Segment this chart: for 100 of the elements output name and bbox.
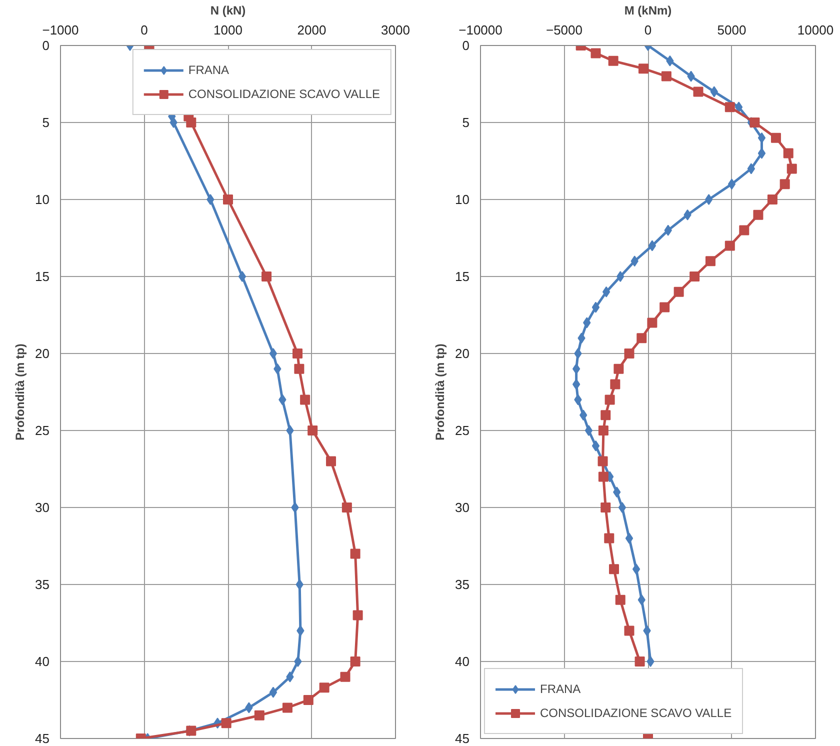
point [574, 348, 582, 359]
point [632, 564, 640, 575]
point [704, 194, 713, 205]
x-tick-label: 0 [140, 22, 148, 38]
point [572, 378, 580, 390]
point [238, 271, 246, 282]
y-tick-label: 25 [35, 423, 50, 438]
point [350, 656, 360, 666]
point [753, 210, 764, 220]
point [602, 286, 610, 298]
point [206, 194, 214, 205]
point [308, 426, 318, 436]
point [262, 272, 272, 282]
x-tick-label: −1000 [42, 22, 79, 38]
y-tick-label: 5 [42, 115, 50, 130]
point [783, 148, 794, 158]
point [608, 56, 618, 66]
point [170, 117, 178, 128]
point [625, 532, 634, 544]
point [598, 472, 608, 482]
point [282, 702, 292, 713]
y-tick-label: 30 [455, 500, 470, 515]
point [739, 225, 750, 236]
point [636, 333, 647, 344]
point [634, 656, 645, 666]
point [590, 48, 601, 58]
point [269, 686, 278, 698]
point [770, 132, 781, 143]
point [786, 164, 797, 174]
y-tick-label: 45 [35, 731, 50, 746]
point [648, 240, 656, 252]
legend-label: FRANA [188, 63, 230, 77]
point [661, 71, 672, 82]
point [223, 194, 233, 204]
y-tick-label: 15 [35, 269, 50, 284]
point [186, 118, 196, 128]
point [350, 548, 360, 559]
y-tick-label: 45 [455, 731, 470, 746]
point [758, 132, 766, 144]
point [610, 379, 620, 390]
point [300, 394, 310, 405]
y-tick-label: 10 [455, 192, 470, 207]
y-axis-title: Profondità (m tp) [13, 344, 28, 440]
y-tick-label: 0 [462, 38, 470, 53]
point [598, 426, 608, 436]
y-tick-label: 30 [35, 500, 50, 515]
point [750, 118, 760, 128]
point [294, 656, 302, 667]
point [319, 682, 330, 693]
point [674, 286, 684, 297]
point [780, 179, 790, 190]
point [352, 610, 363, 620]
point [690, 272, 700, 282]
point [186, 726, 196, 736]
legend-label: CONSOLIDAZIONE SCAVO VALLE [188, 87, 380, 101]
legend-label: CONSOLIDAZIONE SCAVO VALLE [540, 706, 732, 720]
point [734, 102, 743, 113]
x-tick-label: 1000 [214, 22, 242, 38]
point [254, 710, 264, 720]
point [269, 348, 278, 359]
point [618, 502, 626, 513]
point [326, 456, 336, 466]
point [608, 564, 619, 574]
point [615, 594, 626, 605]
point [624, 626, 634, 636]
point [286, 425, 294, 436]
point [638, 64, 648, 74]
point [600, 502, 611, 512]
y-tick-label: 10 [35, 192, 50, 207]
x-tick-label: 0 [644, 22, 652, 38]
point [592, 302, 600, 313]
point [296, 579, 304, 590]
legend-label: FRANA [540, 682, 581, 696]
x-tick-label: 3000 [381, 22, 410, 38]
point [294, 364, 304, 374]
point [584, 425, 593, 436]
x-tick-label: 10000 [797, 22, 834, 38]
point [728, 178, 736, 190]
point [624, 348, 634, 358]
x-axis-title: N (kN) [210, 4, 246, 18]
point [660, 302, 670, 312]
y-axis-title: Profondità (m tp) [433, 344, 448, 440]
point [604, 394, 615, 405]
point [758, 148, 766, 159]
point [572, 363, 580, 374]
point [724, 102, 735, 112]
y-tick-label: 20 [455, 346, 470, 361]
x-tick-label: 5000 [717, 22, 746, 38]
point [303, 695, 314, 705]
y-tick-label: 35 [35, 577, 50, 592]
x-tick-label: −10000 [458, 22, 502, 38]
point [616, 271, 624, 282]
y-tick-label: 15 [455, 269, 470, 284]
y-tick-label: 35 [455, 577, 470, 592]
point [705, 256, 716, 266]
y-tick-label: 25 [455, 423, 470, 438]
point [767, 194, 778, 204]
x-tick-label: −5000 [546, 22, 583, 38]
y-tick-label: 5 [462, 115, 470, 130]
point [592, 440, 600, 452]
